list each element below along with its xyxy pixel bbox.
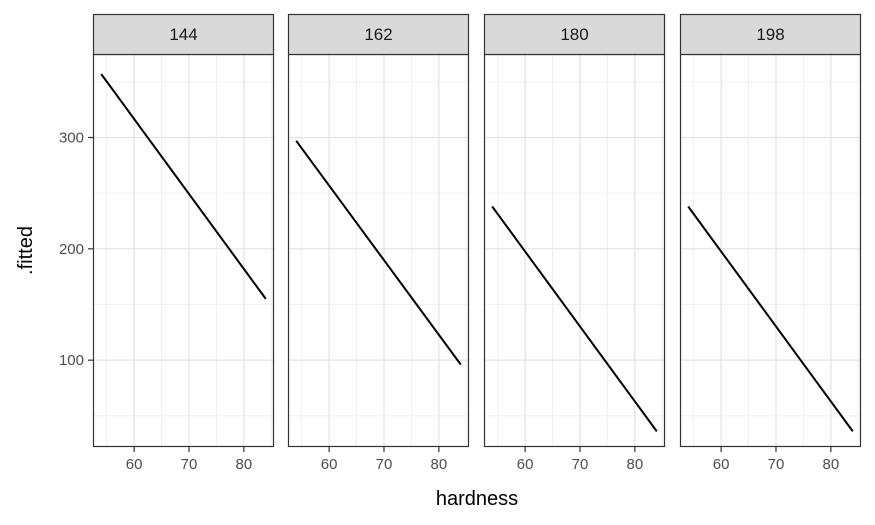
x-tick-label: 70 xyxy=(572,456,589,473)
facet-strip-label: 144 xyxy=(169,25,197,44)
y-tick-label: 200 xyxy=(59,241,84,258)
y-tick-label: 100 xyxy=(59,352,84,369)
facet-strip-label: 162 xyxy=(364,25,392,44)
panel-background xyxy=(288,54,469,447)
fitted-line-144 xyxy=(100,73,267,300)
fitted-line-162 xyxy=(295,140,462,366)
fitted-line-180 xyxy=(491,205,658,432)
y-tick-label: 300 xyxy=(59,129,84,146)
fitted-line-198 xyxy=(687,205,854,432)
x-tick-label: 60 xyxy=(126,456,143,473)
x-axis-title: hardness xyxy=(436,488,518,510)
facet-panel-180: 180 60 70 80 xyxy=(483,13,666,473)
panels: 144 60 70 80 162 60 70 80 180 60 70 80 198 60 70 80 xyxy=(92,13,862,473)
facet-strip xyxy=(679,13,862,56)
x-tick-label: 60 xyxy=(517,456,534,473)
x-tick-label: 80 xyxy=(822,456,839,473)
facet-panel-144: 144 60 70 80 xyxy=(92,13,275,473)
x-tick-label: 70 xyxy=(768,456,785,473)
x-tick-label: 80 xyxy=(235,456,252,473)
facet-strip xyxy=(92,13,275,56)
facet-panel-162: 162 60 70 80 xyxy=(287,13,470,473)
x-tick-label: 70 xyxy=(376,456,393,473)
facet-strip-label: 180 xyxy=(560,25,588,44)
y-axis-title: .fitted xyxy=(15,226,37,275)
panel-background xyxy=(484,54,665,447)
x-tick-label: 80 xyxy=(626,456,643,473)
x-tick-label: 60 xyxy=(713,456,730,473)
panel-background xyxy=(93,54,274,447)
facet-strip-label: 198 xyxy=(756,25,784,44)
panel-background xyxy=(680,54,861,447)
facet-strip xyxy=(287,13,470,56)
y-axis: 100 200 300 xyxy=(59,129,93,369)
facet-panel-198: 198 60 70 80 xyxy=(679,13,862,473)
x-tick-label: 70 xyxy=(181,456,198,473)
x-tick-label: 60 xyxy=(321,456,338,473)
x-tick-label: 80 xyxy=(430,456,447,473)
facet-strip xyxy=(483,13,666,56)
